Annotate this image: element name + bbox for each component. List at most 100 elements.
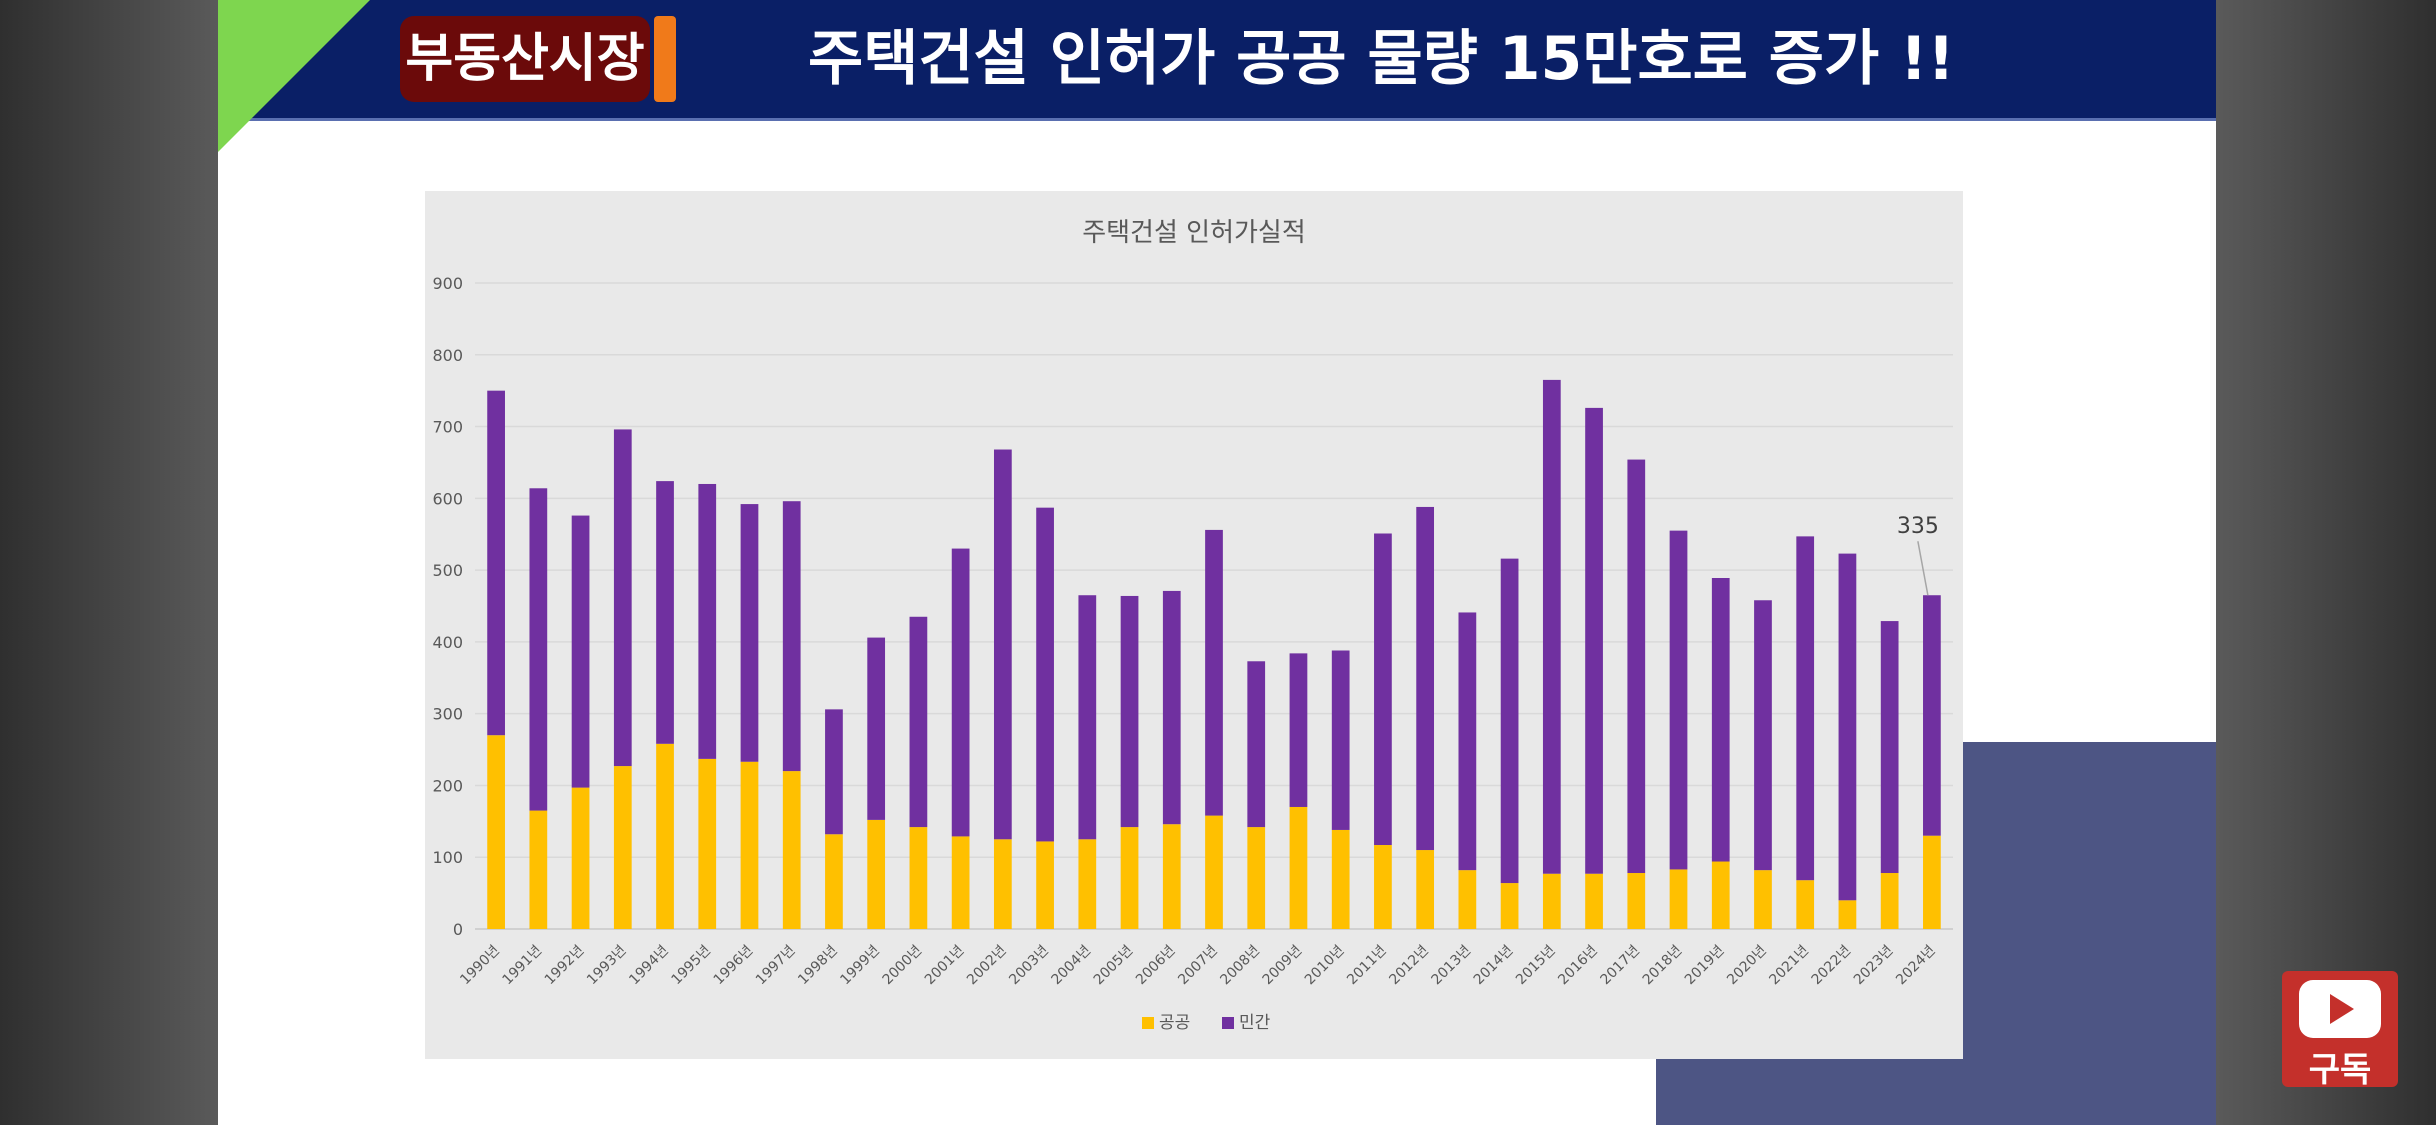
annotations: 335	[1897, 514, 1939, 596]
x-tick-label: 2000년	[880, 943, 926, 989]
x-tick-label: 2013년	[1429, 943, 1475, 989]
y-tick-label: 900	[432, 274, 463, 293]
bar-private	[1120, 595, 1139, 828]
bar-private	[1374, 533, 1392, 846]
bar-public	[1500, 883, 1519, 929]
bar-public	[529, 810, 548, 929]
bar-private	[1205, 529, 1223, 816]
x-tick-label: 2001년	[922, 943, 968, 989]
bar-public	[1205, 815, 1223, 929]
bar-private	[782, 501, 801, 772]
bar-private	[1247, 661, 1266, 828]
bar-private	[909, 616, 928, 828]
bar-public	[740, 761, 759, 929]
bar-private	[1458, 612, 1477, 871]
x-tick-label: 2009년	[1260, 943, 1306, 989]
bar-private	[1036, 507, 1054, 842]
bar-private	[613, 429, 632, 767]
bar-public	[1669, 869, 1688, 929]
bar-public	[782, 771, 801, 929]
green-corner-triangle	[218, 0, 370, 152]
bar-public	[698, 758, 717, 929]
x-tick-label: 1996년	[711, 943, 757, 989]
legend-label: 민간	[1239, 1013, 1271, 1033]
bar-public	[1374, 845, 1392, 929]
bar-private	[1416, 506, 1435, 851]
bar-public	[613, 766, 632, 929]
x-tick-label: 2022년	[1809, 943, 1855, 989]
bar-private	[867, 637, 886, 820]
bar-public	[1542, 873, 1561, 929]
bar-public	[1416, 850, 1435, 929]
bar-public	[1585, 873, 1603, 929]
bar-public	[1289, 806, 1308, 929]
x-tick-label: 1995년	[668, 943, 714, 989]
bar-public	[951, 836, 970, 929]
x-tick-label: 1994년	[626, 943, 672, 989]
x-tick-label: 2011년	[1344, 943, 1390, 989]
legend-swatch	[1222, 1017, 1234, 1029]
right-background-panel	[2216, 0, 2436, 1125]
x-tick-label: 2018년	[1640, 943, 1686, 989]
y-tick-label: 500	[432, 561, 463, 580]
bar-public	[825, 834, 843, 929]
headline: 주택건설 인허가 공공 물량 15만호로 증가 !!	[808, 24, 1955, 94]
bar-public	[867, 819, 886, 929]
bar-public	[656, 743, 674, 929]
category-badge-label: 부동산시장	[405, 29, 645, 89]
bar-private	[487, 390, 505, 736]
bar-public	[1627, 873, 1646, 929]
x-tick-label: 2010년	[1302, 943, 1348, 989]
x-tick-label: 2004년	[1049, 943, 1095, 989]
y-tick-label: 100	[432, 848, 463, 867]
bar-public	[1880, 873, 1899, 929]
badge-accent-tab	[654, 16, 676, 102]
legend: 공공 민간	[1142, 1013, 1271, 1033]
x-tick-label: 2019년	[1682, 943, 1728, 989]
x-tick-label: 1998년	[795, 943, 841, 989]
bar-private	[1627, 459, 1646, 874]
x-tick-label: 1991년	[500, 943, 546, 989]
bar-private	[1669, 530, 1688, 870]
play-triangle-icon	[2330, 994, 2354, 1024]
bar-private	[1796, 536, 1815, 881]
bar-public	[1923, 835, 1941, 929]
x-tick-label: 2020년	[1724, 943, 1770, 989]
subscribe-label[interactable]: 구독	[2308, 1050, 2372, 1090]
bar-private	[1754, 600, 1772, 871]
legend-swatch	[1142, 1017, 1154, 1029]
left-background-panel	[0, 0, 218, 1125]
chart-title: 주택건설 인허가실적	[1082, 218, 1306, 248]
x-tick-label: 1992년	[542, 943, 588, 989]
bar-public	[1162, 824, 1181, 929]
x-tick-label: 2005년	[1091, 943, 1137, 989]
bar-public	[993, 839, 1012, 929]
bar-private	[1331, 650, 1350, 830]
bar-public	[1331, 829, 1350, 929]
x-tick-label: 1997년	[753, 943, 799, 989]
bar-private	[1585, 407, 1603, 874]
x-tick-label: 2006년	[1133, 943, 1179, 989]
x-tick-label: 1999년	[837, 943, 883, 989]
x-tick-label: 2023년	[1851, 943, 1897, 989]
y-tick-label: 800	[432, 346, 463, 365]
x-tick-label: 1993년	[584, 943, 630, 989]
x-tick-label: 2002년	[964, 943, 1010, 989]
y-tick-label: 300	[432, 705, 463, 724]
y-tick-label: 600	[432, 489, 463, 508]
x-tick-label: 1990년	[457, 943, 503, 989]
bar-private	[571, 515, 590, 788]
bar-private	[1078, 595, 1097, 840]
bar-public	[1036, 841, 1054, 929]
bar-public	[1120, 827, 1139, 929]
bar-private	[529, 488, 548, 811]
bar-public	[1838, 900, 1857, 929]
bars	[487, 379, 1941, 929]
x-axis: 1990년1991년1992년1993년1994년1995년1996년1997년…	[457, 943, 1938, 989]
y-tick-label: 700	[432, 418, 463, 437]
x-tick-label: 2008년	[1217, 943, 1263, 989]
category-badge: 부동산시장	[400, 16, 650, 102]
stacked-bar-chart: 주택건설 인허가실적 0100200300400500600700800900 …	[432, 218, 1953, 1033]
bar-public	[1711, 861, 1730, 929]
bar-private	[993, 449, 1012, 840]
